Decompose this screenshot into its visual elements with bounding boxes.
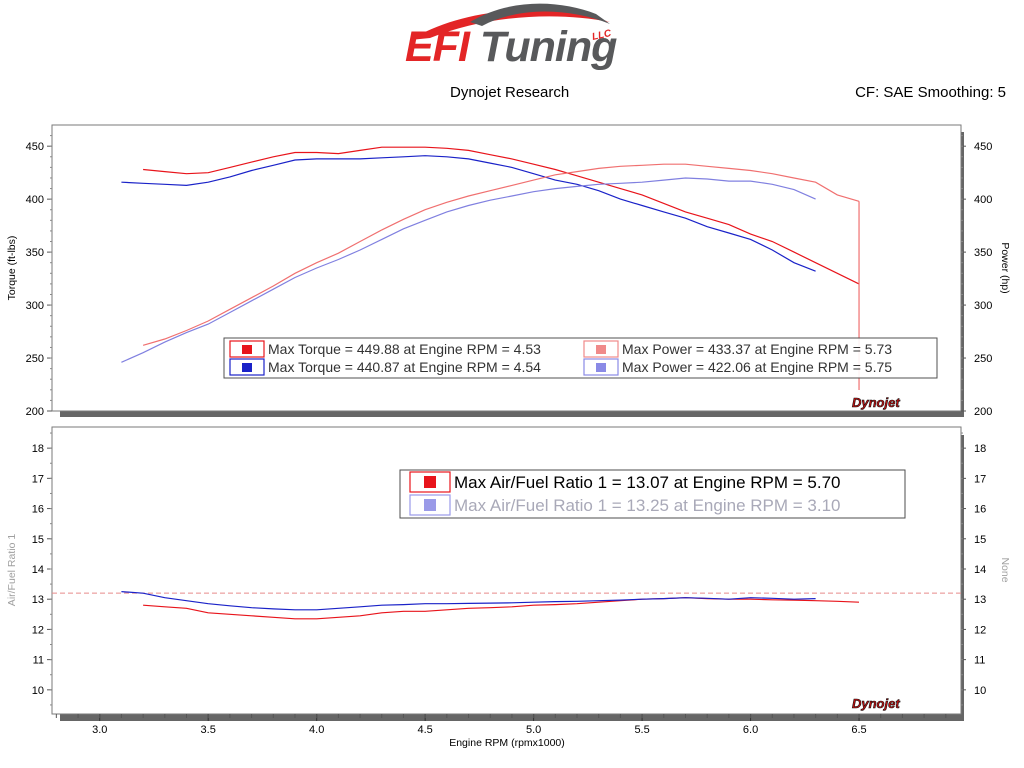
air-fuel-panel: 10 11 12 13 14 15 16 17 18 10 11 12 13 14 15 16 17 18 3.0 3… [6, 426, 1011, 749]
bottom-left-tick-label: 15 [32, 534, 44, 546]
top-series-line-3 [142, 163, 860, 346]
bottom-right-tick-label: 10 [974, 685, 986, 697]
bottom-legend-label: Max Air/Fuel Ratio 1 = 13.25 at Engine R… [454, 496, 841, 515]
bottom-left-tick-label: 13 [32, 594, 44, 606]
top-left-axis-label: Torque (ft-lbs) [6, 236, 18, 301]
top-right-tick-label: 300 [974, 300, 992, 312]
bottom-right-tick-label: 12 [974, 624, 986, 636]
top-right-tick-label: 400 [974, 194, 992, 206]
efi-tuning-logo-swoosh [410, 3, 610, 40]
bottom-right-tick-label: 18 [974, 443, 986, 455]
bottom-legend: Max Air/Fuel Ratio 1 = 13.07 at Engine R… [399, 469, 906, 519]
top-right-tick-label: 250 [974, 353, 992, 365]
top-right-tick-label: 350 [974, 247, 992, 259]
top-series-line-4 [121, 177, 816, 363]
bottom-left-tick-label: 10 [32, 685, 44, 697]
top-left-tick-label: 300 [26, 300, 44, 312]
top-left-tick-label: 450 [26, 141, 44, 153]
x-tick-label: 4.5 [417, 724, 432, 736]
bottom-left-tick-label: 11 [33, 655, 44, 667]
top-legend-label: Max Power = 422.06 at Engine RPM = 5.75 [622, 359, 892, 375]
bottom-left-tick-label: 18 [32, 443, 44, 455]
bottom-right-tick-label: 11 [974, 655, 985, 667]
top-right-tick-label: 450 [974, 141, 992, 153]
bottom-left-axis-label: Air/Fuel Ratio 1 [6, 534, 18, 607]
top-series-line-2 [121, 155, 816, 272]
logo-efi-text: EFI [405, 23, 470, 71]
bottom-legend-swatch [424, 499, 436, 511]
x-tick-label: 6.5 [851, 724, 866, 736]
dynojet-watermark-bottom: Dynojet [852, 696, 900, 711]
top-legend: Max Torque = 449.88 at Engine RPM = 4.53… [223, 337, 938, 379]
bottom-left-tick-label: 16 [32, 504, 44, 516]
top-left-tick-label: 200 [26, 406, 44, 418]
dynojet-watermark-top: Dynojet [852, 395, 900, 410]
top-right-tick-label: 200 [974, 406, 992, 418]
top-legend-label: Max Power = 433.37 at Engine RPM = 5.73 [622, 341, 892, 357]
top-left-tick-label: 250 [26, 353, 44, 365]
top-legend-swatch [242, 363, 252, 372]
bottom-right-tick-label: 15 [974, 534, 986, 546]
top-right-axis-label: Power (hp) [999, 242, 1011, 293]
bottom-left-tick-label: 12 [32, 624, 44, 636]
bottom-legend-swatch [424, 476, 436, 488]
bottom-right-tick-label: 14 [974, 564, 986, 576]
top-legend-swatch [596, 363, 606, 372]
bottom-left-tick-label: 14 [32, 564, 44, 576]
bottom-series-line-1 [143, 597, 860, 620]
x-axis-label: Engine RPM (rpmx1000) [449, 737, 565, 749]
header-settings: CF: SAE Smoothing: 5 [855, 84, 1006, 101]
x-tick-label: 6.0 [743, 724, 758, 736]
top-legend-box [223, 337, 938, 379]
header-title: Dynojet Research [450, 84, 570, 101]
bottom-right-tick-label: 17 [974, 473, 986, 485]
top-series-line-1 [143, 146, 860, 285]
top-left-tick-label: 350 [26, 247, 44, 259]
top-legend-label: Max Torque = 449.88 at Engine RPM = 4.53 [268, 341, 541, 357]
x-tick-label: 3.0 [92, 724, 107, 736]
x-tick-label: 5.5 [634, 724, 649, 736]
bottom-right-tick-label: 13 [974, 594, 986, 606]
logo-wordmark: EFI Tuning [405, 23, 618, 71]
x-tick-label: 4.0 [309, 724, 324, 736]
x-tick-label: 5.0 [526, 724, 541, 736]
top-legend-swatch [242, 345, 252, 354]
bottom-right-tick-label: 16 [974, 504, 986, 516]
top-legend-swatch [596, 345, 606, 354]
top-legend-label: Max Torque = 440.87 at Engine RPM = 4.54 [268, 359, 541, 375]
bottom-legend-box [399, 469, 906, 519]
bottom-legend-label: Max Air/Fuel Ratio 1 = 13.07 at Engine R… [454, 473, 841, 492]
torque-power-panel: 200 250 300 350 400 450 200 250 300 350 400 450 Tor… [6, 124, 1011, 418]
logo-tuning-text: Tuning [479, 23, 618, 71]
bottom-series-line-2 [121, 591, 816, 611]
x-tick-label: 3.5 [201, 724, 216, 736]
bottom-left-tick-label: 17 [32, 473, 44, 485]
bottom-right-axis-label: None [999, 557, 1011, 582]
top-left-tick-label: 400 [26, 194, 44, 206]
